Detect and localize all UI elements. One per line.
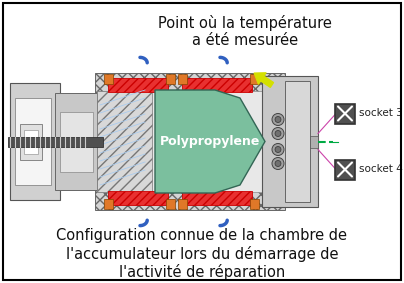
Bar [60,112,93,171]
Text: Polypropylene: Polypropylene [160,135,260,148]
FancyBboxPatch shape [335,104,355,123]
Bar [262,76,318,207]
Bar [95,73,285,210]
Circle shape [272,158,284,170]
Text: socket 4: socket 4 [359,164,403,175]
FancyArrow shape [254,73,274,87]
Bar [182,191,252,205]
Circle shape [275,130,281,136]
Bar [285,81,310,202]
Bar [24,130,38,153]
Bar [97,91,152,192]
Bar [15,98,51,185]
Bar [104,199,113,209]
Circle shape [275,117,281,123]
Bar [55,93,97,190]
Bar [104,74,113,84]
Bar [250,74,259,84]
Circle shape [272,143,284,155]
Bar [97,91,283,192]
Bar [182,78,252,92]
Circle shape [272,128,284,140]
Bar [310,136,318,147]
Bar [20,123,42,160]
Text: socket 3: socket 3 [359,108,403,119]
Bar [8,136,103,147]
Bar [108,191,168,205]
Bar [250,199,259,209]
Bar [108,78,168,92]
Bar [178,199,187,209]
Text: Configuration connue de la chambre de
l'accumulateur lors du démarrage de
l'acti: Configuration connue de la chambre de l'… [57,228,347,280]
Bar [166,74,175,84]
Bar [10,83,60,200]
Circle shape [275,147,281,153]
Bar [166,199,175,209]
Circle shape [272,113,284,125]
Bar [178,74,187,84]
Text: Point où la température
a été mesurée: Point où la température a été mesurée [158,15,332,48]
Circle shape [275,160,281,166]
Polygon shape [155,90,265,193]
FancyBboxPatch shape [335,160,355,179]
